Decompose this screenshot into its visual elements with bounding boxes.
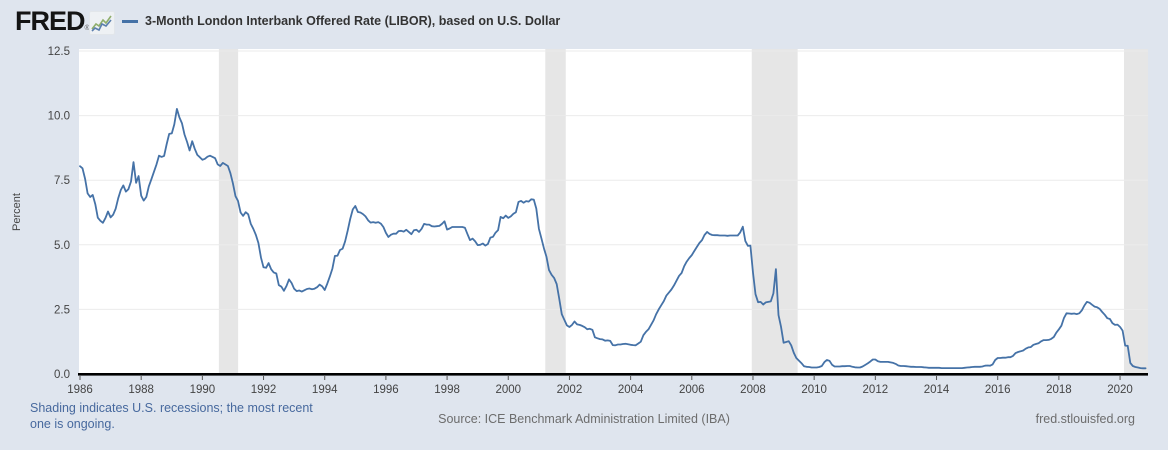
x-tick-label: 2000 xyxy=(495,384,521,396)
sparkline-chart-icon xyxy=(89,11,115,35)
fred-logo: FRED® xyxy=(15,6,90,44)
x-tick-label: 2014 xyxy=(924,384,950,396)
x-tick-label: 2020 xyxy=(1107,384,1133,396)
recession-band xyxy=(751,49,798,374)
x-tick-label: 1988 xyxy=(128,384,154,396)
libor-series-line xyxy=(79,108,1147,370)
y-tick-label: 0.0 xyxy=(54,369,70,381)
recession-band xyxy=(545,49,566,374)
fred-logo-text: FRED xyxy=(15,6,85,36)
y-tick-label: 7.5 xyxy=(54,175,70,187)
x-tick-label: 2008 xyxy=(740,384,766,396)
series-title: 3-Month London Interbank Offered Rate (L… xyxy=(145,14,561,28)
x-tick-label: 2004 xyxy=(618,384,644,396)
source-attribution: Source: ICE Benchmark Administration Lim… xyxy=(438,412,730,426)
x-tick-label: 1986 xyxy=(67,384,93,396)
y-tick-label: 5.0 xyxy=(54,240,70,252)
recession-band xyxy=(218,49,239,374)
x-tick-label: 2016 xyxy=(985,384,1011,396)
legend-line-swatch xyxy=(122,19,138,23)
fred-url-link[interactable]: fred.stlouisfed.org xyxy=(1035,412,1135,426)
x-tick-label: 1994 xyxy=(312,384,338,396)
x-tick-label: 1990 xyxy=(190,384,216,396)
recession-band xyxy=(1124,49,1148,374)
x-tick-label: 1998 xyxy=(434,384,460,396)
y-tick-label: 12.5 xyxy=(48,46,70,58)
y-axis-title: Percent xyxy=(11,193,23,231)
x-tick-label: 2006 xyxy=(679,384,705,396)
y-tick-label: 2.5 xyxy=(54,304,70,316)
y-tick-label: 10.0 xyxy=(48,111,70,123)
recession-shading-note: Shading indicates U.S. recessions; the m… xyxy=(30,401,313,431)
x-tick-label: 1996 xyxy=(373,384,399,396)
x-axis-line xyxy=(78,373,1148,376)
x-tick-label: 1992 xyxy=(251,384,277,396)
x-tick-label: 2002 xyxy=(557,384,583,396)
x-tick-label: 2012 xyxy=(863,384,889,396)
registered-mark: ® xyxy=(84,25,90,32)
x-tick-label: 2018 xyxy=(1046,384,1072,396)
plot-area xyxy=(79,49,1148,374)
x-tick-label: 2010 xyxy=(801,384,827,396)
header: FRED® 3-Month London Interbank Offered R… xyxy=(0,0,1168,42)
legend: 3-Month London Interbank Offered Rate (L… xyxy=(122,12,560,30)
